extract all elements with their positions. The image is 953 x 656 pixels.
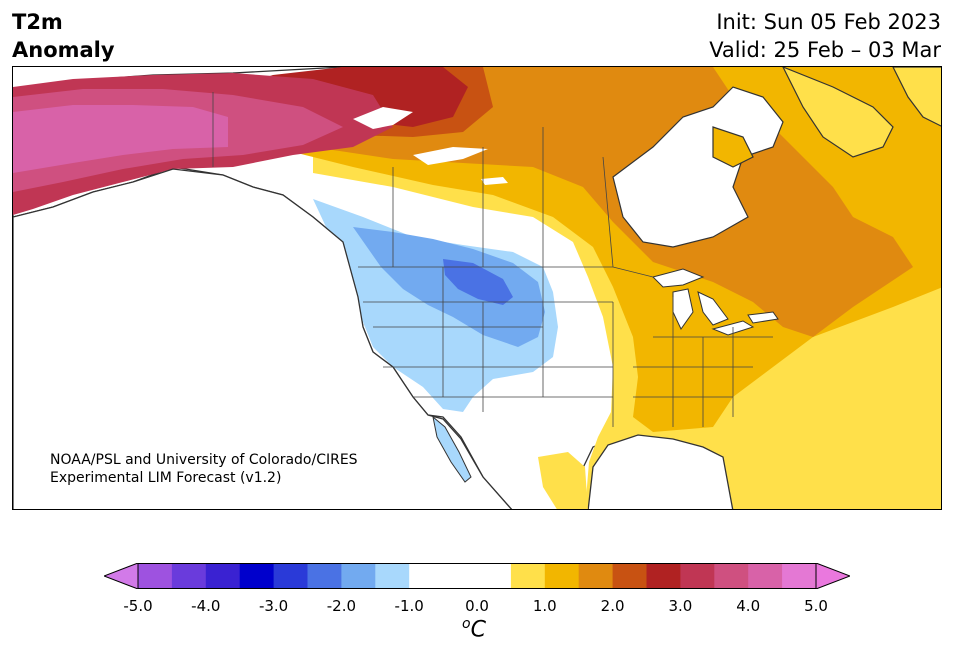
pacific-coast: [13, 168, 513, 509]
greenland-edge: [892, 67, 941, 127]
colorbar-cell: [273, 563, 308, 589]
title-line-2: Anomaly: [12, 38, 115, 62]
colorbar-tick-label: -5.0: [123, 597, 153, 615]
colorbar-tick-label: -2.0: [326, 597, 357, 615]
colorbar-tick-label: 3.0: [668, 597, 693, 615]
colorbar-cell: [205, 563, 241, 589]
unit-celsius: C: [470, 617, 486, 643]
colorbar-tick-label: 1.0: [532, 597, 557, 615]
colorbar-tick-label: -4.0: [191, 597, 221, 615]
colorbar-tick-label: 5.0: [804, 597, 828, 615]
anomaly-map: [13, 67, 941, 509]
colorbar-cell: [680, 563, 715, 589]
colorbar-cell: [443, 563, 512, 589]
colorbar-cell: [578, 563, 614, 589]
colorbar: [104, 563, 850, 589]
colorbar-tick-labels: -5.0 -4.0 -3.0 -2.0 -1.0 0.0 1.0 2.0 3.0 4.0 5.0: [0, 597, 953, 617]
colorbar-under-arrow: [104, 563, 139, 589]
political-borders: [212, 92, 773, 427]
colorbar-cell: [510, 563, 546, 589]
init-date: Init: Sun 05 Feb 2023: [716, 10, 941, 34]
colorbar-cell: [714, 563, 749, 589]
colorbar-unit: oC: [462, 616, 486, 642]
gulf-of-mexico: [587, 434, 734, 509]
colorbar-tick-label: 4.0: [736, 597, 761, 615]
northern-lake-3: [481, 177, 508, 185]
credit-line-1: NOAA/PSL and University of Colorado/CIRE…: [50, 452, 358, 468]
colorbar-cell: [307, 563, 342, 589]
colorbar-cell: [341, 563, 376, 589]
colorbar-cell: [138, 563, 173, 589]
colorbar-tick-label: -3.0: [258, 597, 289, 615]
colorbar-outline: [137, 563, 817, 589]
colorbar-cells: [138, 563, 817, 589]
map-title: T2m Anomaly: [12, 8, 115, 64]
colorbar-cell: [171, 563, 207, 589]
forecast-credit: NOAA/PSL and University of Colorado/CIRE…: [50, 451, 358, 487]
colorbar-tick-label: 2.0: [600, 597, 625, 615]
unit-degree: o: [462, 616, 471, 632]
anomaly-magenta: [13, 105, 228, 173]
colorbar-cell: [646, 563, 681, 589]
forecast-dates: Init: Sun 05 Feb 2023 Valid: 25 Feb – 03…: [709, 8, 941, 64]
northern-lake-1: [353, 107, 413, 129]
anomaly-medium-blue: [353, 227, 545, 347]
baja-california: [432, 415, 472, 483]
arctic-island-2: [712, 126, 754, 168]
anomaly-blue: [443, 259, 513, 305]
south-texas-yellow: [538, 452, 588, 509]
valid-date: Valid: 25 Feb – 03 Mar: [709, 38, 941, 62]
colorbar-cell: [375, 563, 410, 589]
credit-line-2: Experimental LIM Forecast (v1.2): [50, 470, 282, 486]
colorbar-cell: [782, 563, 817, 589]
hudson-bay: [612, 86, 784, 248]
colorbar-cell: [409, 563, 444, 589]
great-lakes: [652, 268, 779, 336]
map-panel: NOAA/PSL and University of Colorado/CIRE…: [12, 66, 942, 510]
arctic-island-1: [782, 67, 894, 158]
colorbar-cell: [544, 563, 580, 589]
northern-lake-2: [413, 147, 488, 165]
colorbar-over-arrow: [815, 563, 850, 589]
title-line-1: T2m: [12, 10, 63, 34]
colorbar-tick-label: 0.0: [465, 597, 489, 615]
colorbar-cell: [612, 563, 647, 589]
colorbar-cell: [748, 563, 783, 589]
colorbar-cell: [239, 563, 275, 589]
colorbar-tick-label: -1.0: [394, 597, 424, 615]
